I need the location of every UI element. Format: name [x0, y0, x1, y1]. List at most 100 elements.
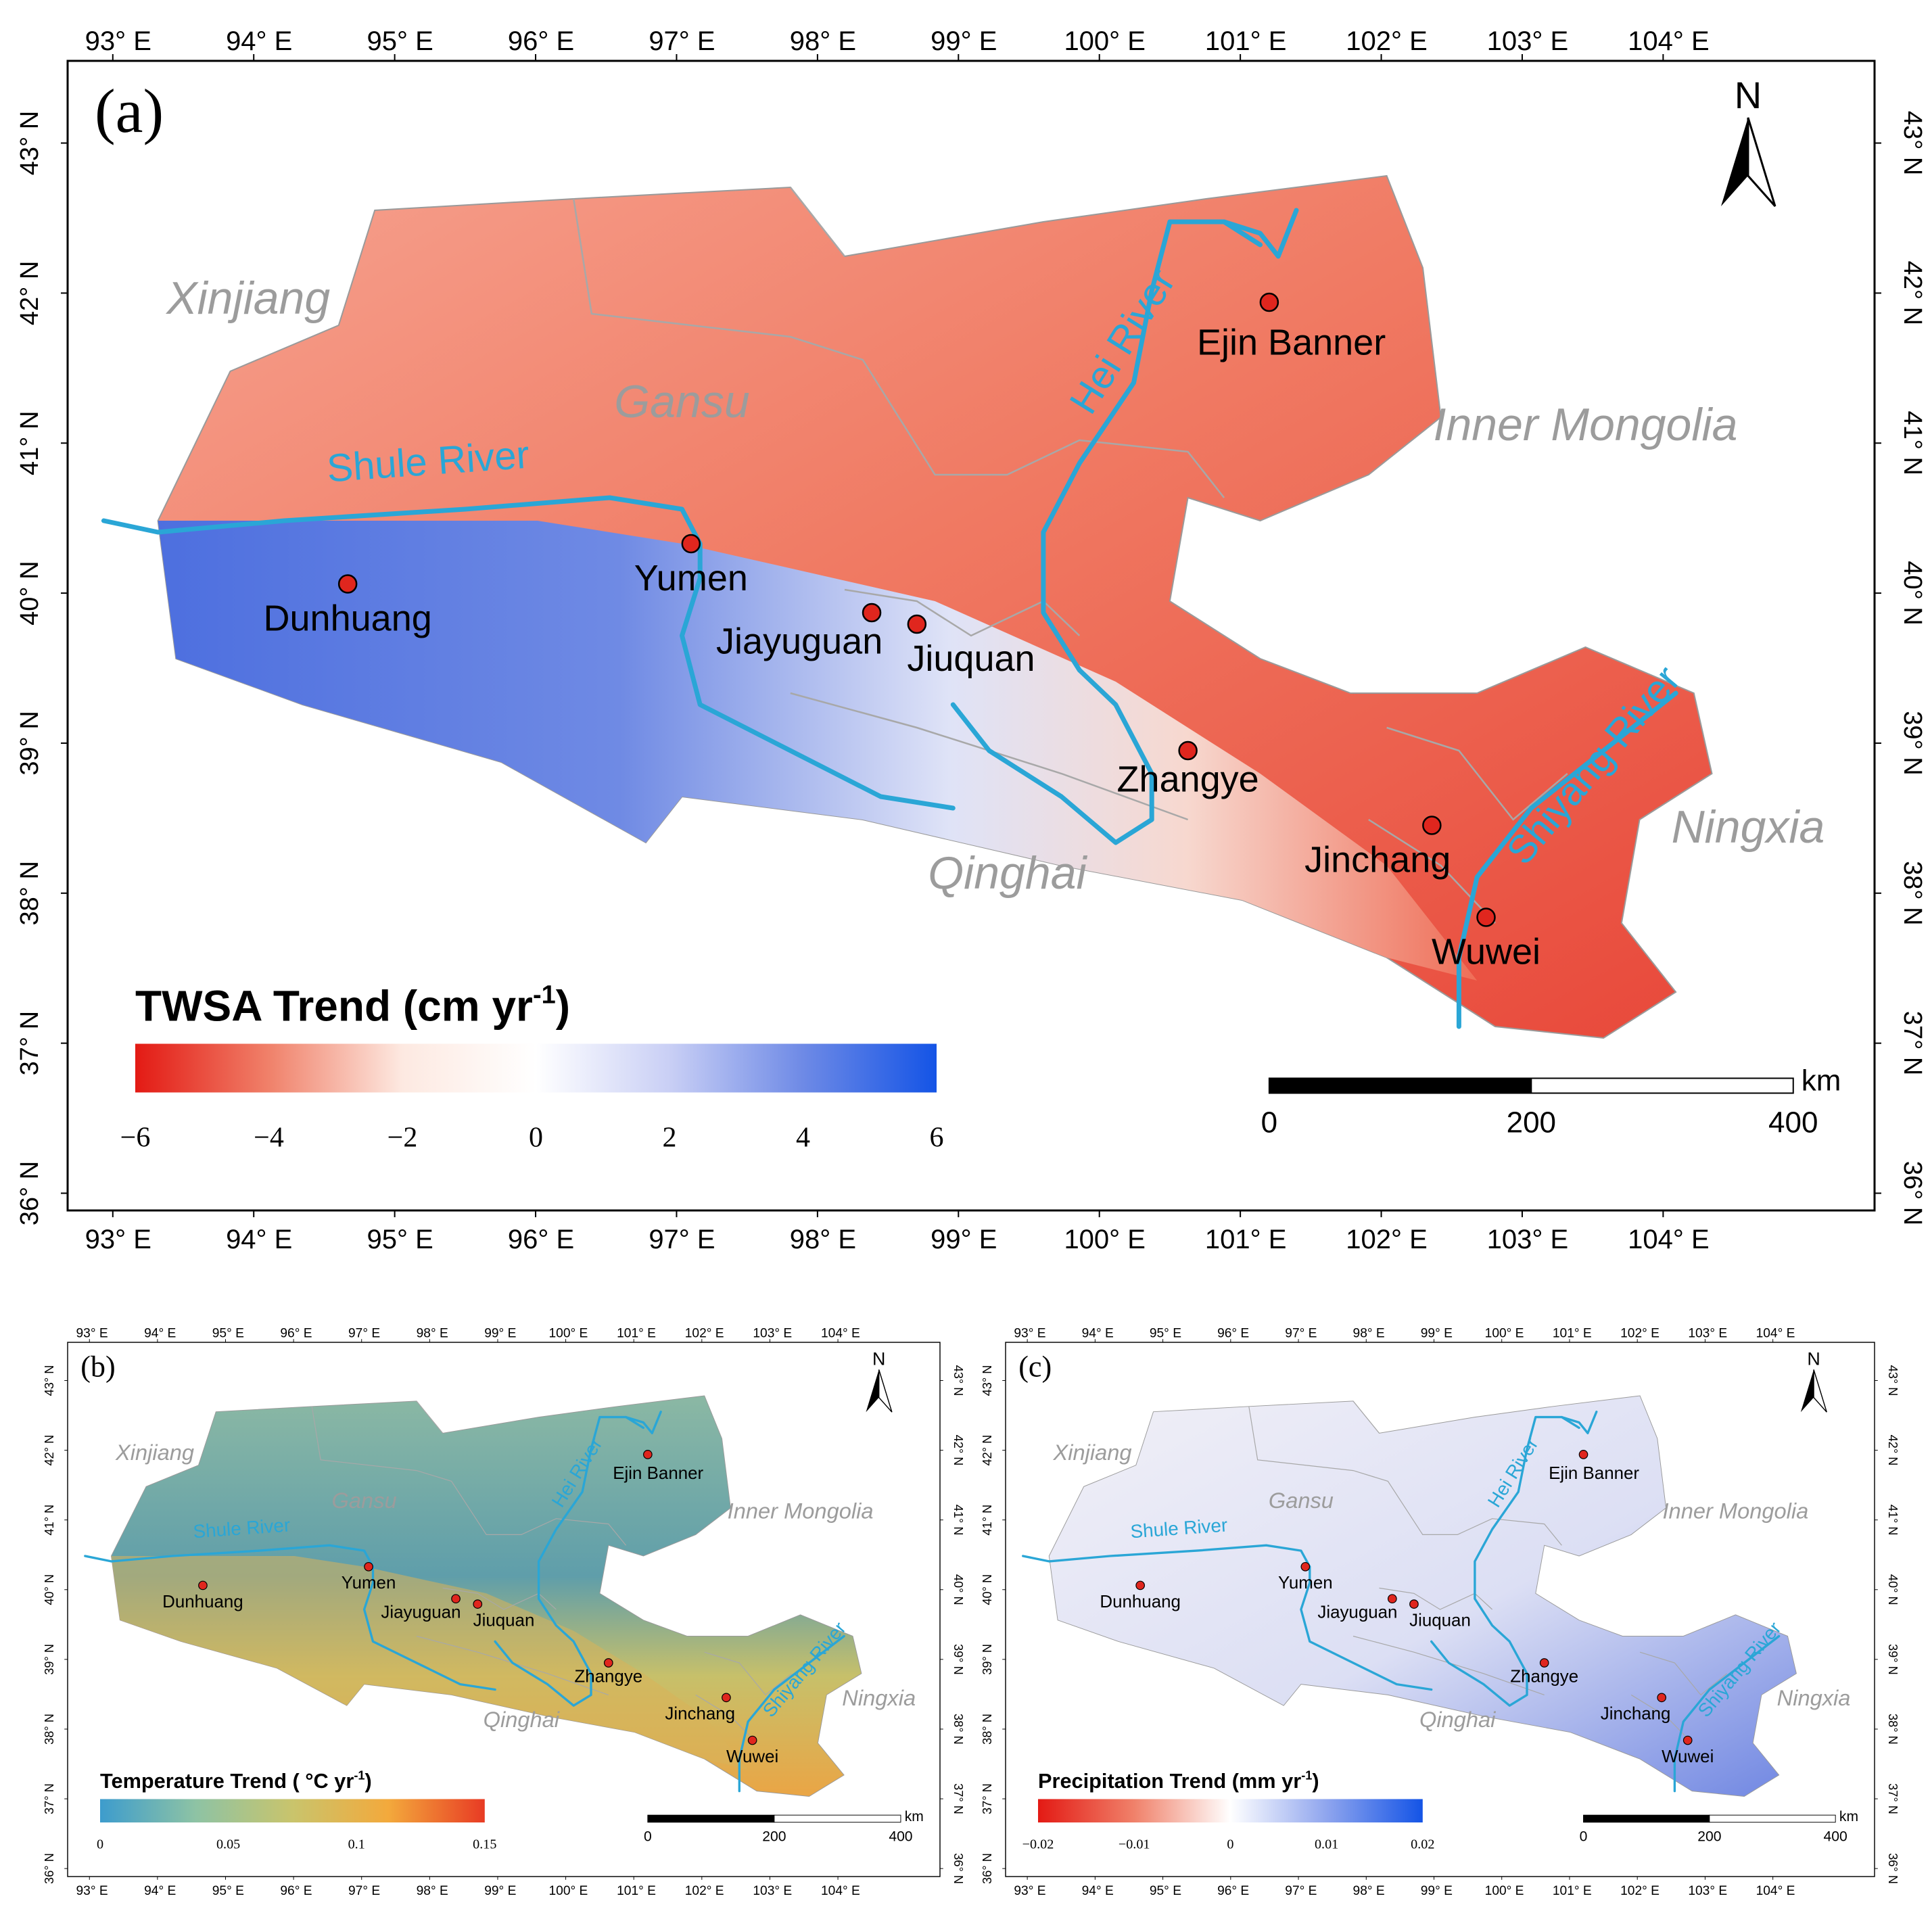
- lon-label-top: 95° E: [1150, 1326, 1181, 1340]
- province-border: [1368, 818, 1496, 924]
- lat-label-left: 42° N: [980, 1435, 994, 1466]
- north-arrow-icon: [1720, 118, 1748, 206]
- city-marker: [681, 534, 701, 554]
- lon-label-bottom: 96° E: [508, 1225, 574, 1254]
- city-marker: [1539, 1658, 1549, 1668]
- river-line: [1430, 1415, 1580, 1707]
- lon-label-top: 100° E: [1064, 26, 1146, 56]
- lon-label-top: 93° E: [85, 26, 151, 56]
- panel-label: (c): [1018, 1350, 1052, 1383]
- province-border: [1630, 1694, 1693, 1743]
- lon-label-bottom: 102° E: [1620, 1884, 1660, 1898]
- map-panel-b: 93° E 93° E 94° E 94° E 95° E 95° E 96° E 96° E…: [42, 1326, 966, 1898]
- lat-label-left: 42° N: [16, 261, 44, 325]
- lon-label-bottom: 97° E: [1285, 1884, 1317, 1898]
- lat-label-right: 36° N: [1898, 1161, 1927, 1225]
- region-label: Gansu: [614, 376, 749, 427]
- city-label: Jinchang: [665, 1705, 735, 1724]
- city-label: Jiuquan: [907, 638, 1035, 679]
- map-frame: [66, 60, 1876, 1212]
- river-line: [950, 219, 1263, 845]
- city-label: Jiayuguan: [381, 1603, 461, 1622]
- city-label: Wuwei: [726, 1747, 778, 1766]
- lon-label-bottom: 101° E: [1205, 1225, 1287, 1254]
- map-frame: [1005, 1342, 1875, 1877]
- lon-label-top: 93° E: [76, 1326, 108, 1340]
- north-arrow-icon: [878, 1369, 893, 1413]
- map-panel-c: 93° E 93° E 94° E 94° E 95° E 95° E 96° E 96° E…: [980, 1326, 1900, 1898]
- city-marker: [1300, 1561, 1311, 1572]
- province-border: [1248, 1406, 1562, 1546]
- lon-label-top: 100° E: [549, 1326, 588, 1340]
- lon-label-bottom: 93° E: [85, 1225, 151, 1254]
- river-line: [494, 1415, 645, 1707]
- city-label: Ejin Banner: [613, 1464, 703, 1483]
- scale-bar-label: 0: [644, 1829, 652, 1845]
- city-label: Dunhuang: [1100, 1593, 1181, 1611]
- lon-label-top: 103° E: [753, 1326, 792, 1340]
- scale-bar-label: 0: [1580, 1829, 1588, 1845]
- north-arrow-icon: [866, 1369, 879, 1413]
- lat-label-right: 36° N: [951, 1853, 966, 1884]
- city-marker: [1578, 1450, 1588, 1459]
- lat-label-right: 43° N: [1898, 111, 1927, 175]
- lon-label-bottom: 100° E: [1485, 1884, 1524, 1898]
- region-label: Inner Mongolia: [1662, 1499, 1808, 1524]
- legend-tick-label: 0.02: [1411, 1837, 1434, 1852]
- lon-label-bottom: 98° E: [790, 1225, 856, 1254]
- lat-label-right: 40° N: [1898, 561, 1927, 625]
- lat-label-left: 40° N: [42, 1574, 56, 1605]
- lon-label-top: 94° E: [144, 1326, 176, 1340]
- lat-label-right: 38° N: [1886, 1714, 1900, 1745]
- legend-tick-label: 6: [930, 1123, 944, 1154]
- lon-label-top: 101° E: [1205, 26, 1287, 56]
- lon-label-top: 96° E: [280, 1326, 312, 1340]
- lon-label-top: 101° E: [1553, 1326, 1592, 1340]
- legend-tick-label: −0.01: [1119, 1837, 1150, 1852]
- province-border: [1639, 1651, 1727, 1696]
- scale-bar-label: 0: [1261, 1106, 1277, 1139]
- lon-label-top: 100° E: [1485, 1326, 1524, 1340]
- lon-label-bottom: 103° E: [753, 1884, 792, 1898]
- lat-label-left: 41° N: [16, 411, 44, 475]
- lon-label-top: 97° E: [649, 26, 715, 56]
- region-label: Inner Mongolia: [728, 1499, 874, 1524]
- city-label: Zhangye: [574, 1667, 642, 1686]
- city-marker: [862, 603, 882, 623]
- lon-label-top: 93° E: [1014, 1326, 1045, 1340]
- scale-bar-label: 200: [1697, 1829, 1721, 1845]
- legend-tick-label: 0.15: [473, 1837, 496, 1852]
- city-marker: [1682, 1735, 1693, 1745]
- province-border: [789, 187, 845, 257]
- city-label: Jiuquan: [1409, 1611, 1471, 1630]
- city-label: Ejin Banner: [1197, 323, 1386, 363]
- legend-title: Precipitation Trend (mm yr-1): [1038, 1768, 1319, 1793]
- panel-label: (a): [95, 76, 164, 145]
- city-label: Ejin Banner: [1549, 1464, 1639, 1483]
- lon-label-top: 95° E: [367, 26, 433, 56]
- lon-label-top: 102° E: [1620, 1326, 1660, 1340]
- river-line: [1560, 1411, 1598, 1434]
- lon-label-bottom: 99° E: [1421, 1884, 1453, 1898]
- lat-label-right: 39° N: [1898, 711, 1927, 775]
- legend-tick-label: 0.01: [1315, 1837, 1338, 1852]
- lon-label-bottom: 104° E: [1628, 1225, 1710, 1254]
- lon-label-bottom: 103° E: [1487, 1225, 1569, 1254]
- city-label: Jiayuguan: [716, 621, 882, 662]
- scale-bar-white: [1530, 1077, 1794, 1094]
- region-label: Qinghai: [1419, 1707, 1496, 1732]
- city-label: Dunhuang: [162, 1593, 243, 1611]
- lat-label-left: 36° N: [42, 1853, 56, 1884]
- region-label: Ningxia: [842, 1685, 916, 1710]
- lat-label-right: 38° N: [1898, 861, 1927, 925]
- lon-label-bottom: 93° E: [1014, 1884, 1045, 1898]
- city-marker: [337, 574, 358, 594]
- lat-label-left: 38° N: [42, 1714, 56, 1745]
- lon-label-bottom: 102° E: [1346, 1225, 1428, 1254]
- north-arrow-icon: [1747, 117, 1776, 207]
- lat-label-left: 37° N: [42, 1783, 56, 1814]
- region-label: Qinghai: [928, 847, 1087, 899]
- lon-label-bottom: 102° E: [685, 1884, 724, 1898]
- lat-label-left: 38° N: [16, 861, 44, 925]
- lon-label-top: 96° E: [508, 26, 574, 56]
